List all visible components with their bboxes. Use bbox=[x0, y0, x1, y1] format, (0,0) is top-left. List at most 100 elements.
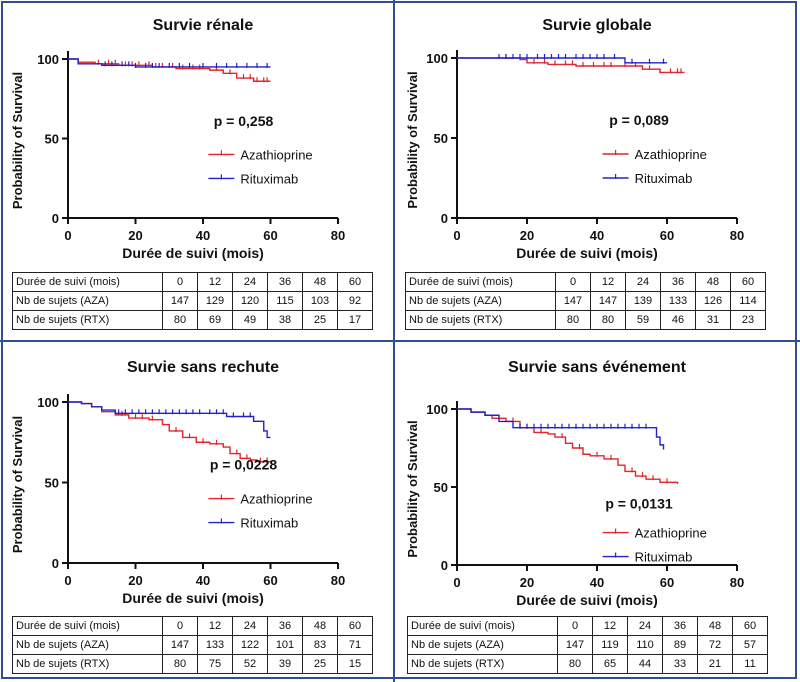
table-cell: 57 bbox=[732, 635, 768, 655]
table-cell: 139 bbox=[625, 291, 661, 311]
table-cell: 59 bbox=[625, 310, 661, 330]
chart-panel-3: Survie sans rechute 0 50 100 0 20 40 60 80 Durée … bbox=[0, 342, 393, 682]
chart-title: Survie sans événement bbox=[508, 359, 687, 376]
x-tick-label: 60 bbox=[263, 573, 277, 588]
table-cell: 39 bbox=[267, 654, 303, 674]
legend-label: Azathioprine bbox=[240, 492, 312, 507]
y-axis-label: Probability of Survival bbox=[405, 420, 420, 557]
table-cell: 120 bbox=[232, 291, 268, 311]
table-cell: 12 bbox=[197, 272, 233, 292]
horizontal-divider bbox=[0, 340, 800, 342]
y-tick-label: 50 bbox=[45, 476, 59, 491]
table-cell: 119 bbox=[592, 635, 628, 655]
table-cell: 0 bbox=[162, 616, 198, 636]
table-row: Nb de sujets (AZA) 147 119 110 89 72 57 bbox=[407, 635, 768, 655]
x-tick-label: 40 bbox=[590, 575, 604, 590]
row-label: Nb de sujets (RTX) bbox=[12, 310, 163, 330]
at-risk-table: Durée de suivi (mois) 0 12 24 36 48 60 Nb de su… bbox=[405, 272, 766, 330]
y-axis-label: Probability of Survival bbox=[10, 416, 25, 553]
row-label: Nb de sujets (AZA) bbox=[407, 635, 558, 655]
at-risk-table: Durée de suivi (mois) 0 12 24 36 48 60 Nb de su… bbox=[12, 272, 373, 330]
row-label: Durée de suivi (mois) bbox=[12, 272, 163, 292]
table-cell: 80 bbox=[555, 310, 591, 330]
legend-label: Rituximab bbox=[240, 171, 298, 186]
x-tick-label: 80 bbox=[331, 228, 345, 243]
table-header-row: Durée de suivi (mois) 0 12 24 36 48 60 bbox=[12, 272, 373, 292]
series-line-azathioprine bbox=[457, 57, 685, 74]
series-line-azathioprine bbox=[457, 408, 679, 484]
table-cell: 69 bbox=[197, 310, 233, 330]
x-axis-label: Durée de suivi (mois) bbox=[122, 590, 264, 606]
table-cell: 24 bbox=[232, 616, 268, 636]
table-row: Nb de sujets (RTX) 80 65 44 33 21 11 bbox=[407, 654, 768, 674]
table-cell: 15 bbox=[337, 654, 373, 674]
y-tick-label: 50 bbox=[434, 131, 448, 146]
table-cell: 147 bbox=[162, 635, 198, 655]
row-label: Nb de sujets (RTX) bbox=[405, 310, 556, 330]
legend-label: Rituximab bbox=[240, 516, 298, 531]
table-cell: 38 bbox=[267, 310, 303, 330]
table-cell: 133 bbox=[197, 635, 233, 655]
x-tick-label: 80 bbox=[331, 573, 345, 588]
y-tick-label: 50 bbox=[434, 480, 448, 495]
p-value-label: p = 0,0228 bbox=[210, 457, 278, 473]
table-cell: 48 bbox=[302, 616, 338, 636]
at-risk-table: Durée de suivi (mois) 0 12 24 36 48 60 Nb de su… bbox=[407, 616, 768, 674]
x-tick-label: 0 bbox=[453, 228, 460, 243]
table-cell: 60 bbox=[337, 272, 373, 292]
y-axis-label: Probability of Survival bbox=[405, 71, 420, 208]
chart-panel-1: Survie rénale 0 50 100 0 20 40 60 80 Durée de sui… bbox=[0, 0, 393, 340]
x-tick-label: 80 bbox=[730, 228, 744, 243]
survival-chart: Survie rénale 0 50 100 0 20 40 60 80 Durée de sui… bbox=[10, 17, 345, 261]
table-cell: 31 bbox=[695, 310, 731, 330]
survival-chart: Survie sans rechute 0 50 100 0 20 40 60 80 Durée … bbox=[10, 359, 345, 606]
y-tick-label: 0 bbox=[441, 558, 448, 573]
x-axis-label: Durée de suivi (mois) bbox=[516, 245, 658, 261]
table-cell: 12 bbox=[592, 616, 628, 636]
chart-title: Survie globale bbox=[542, 17, 651, 34]
series-line-rituximab bbox=[457, 408, 665, 450]
table-header-row: Durée de suivi (mois) 0 12 24 36 48 60 bbox=[405, 272, 766, 292]
x-tick-label: 20 bbox=[520, 575, 534, 590]
x-tick-label: 20 bbox=[520, 228, 534, 243]
table-cell: 60 bbox=[337, 616, 373, 636]
table-cell: 147 bbox=[162, 291, 198, 311]
table-cell: 133 bbox=[660, 291, 696, 311]
chart-panel-4: Survie sans événement 0 50 100 0 20 40 60 80 Duré… bbox=[395, 342, 800, 682]
table-cell: 12 bbox=[590, 272, 626, 292]
table-cell: 60 bbox=[732, 616, 768, 636]
x-tick-label: 60 bbox=[660, 228, 674, 243]
x-tick-label: 0 bbox=[453, 575, 460, 590]
table-cell: 25 bbox=[302, 310, 338, 330]
table-cell: 21 bbox=[697, 654, 733, 674]
table-row: Nb de sujets (RTX) 80 69 49 38 25 17 bbox=[12, 310, 373, 330]
legend-label: Azathioprine bbox=[240, 147, 312, 162]
y-axis-label: Probability of Survival bbox=[10, 72, 25, 209]
y-tick-label: 100 bbox=[37, 52, 59, 67]
x-tick-label: 40 bbox=[590, 228, 604, 243]
x-tick-label: 0 bbox=[64, 228, 71, 243]
legend-label: Rituximab bbox=[635, 550, 693, 565]
table-cell: 49 bbox=[232, 310, 268, 330]
table-cell: 48 bbox=[695, 272, 731, 292]
row-label: Durée de suivi (mois) bbox=[407, 616, 558, 636]
table-header-row: Durée de suivi (mois) 0 12 24 36 48 60 bbox=[12, 616, 373, 636]
table-cell: 36 bbox=[660, 272, 696, 292]
series-line-rituximab bbox=[457, 57, 667, 64]
table-cell: 83 bbox=[302, 635, 338, 655]
legend-label: Azathioprine bbox=[635, 147, 707, 162]
table-row: Nb de sujets (AZA) 147 133 122 101 83 71 bbox=[12, 635, 373, 655]
chart-title: Survie rénale bbox=[153, 17, 254, 34]
table-cell: 24 bbox=[627, 616, 663, 636]
x-tick-label: 60 bbox=[660, 575, 674, 590]
table-header-row: Durée de suivi (mois) 0 12 24 36 48 60 bbox=[407, 616, 768, 636]
table-cell: 122 bbox=[232, 635, 268, 655]
table-cell: 0 bbox=[555, 272, 591, 292]
table-cell: 115 bbox=[267, 291, 303, 311]
table-cell: 36 bbox=[267, 272, 303, 292]
table-cell: 101 bbox=[267, 635, 303, 655]
table-cell: 0 bbox=[162, 272, 198, 292]
table-cell: 0 bbox=[557, 616, 593, 636]
table-cell: 110 bbox=[627, 635, 663, 655]
table-cell: 92 bbox=[337, 291, 373, 311]
